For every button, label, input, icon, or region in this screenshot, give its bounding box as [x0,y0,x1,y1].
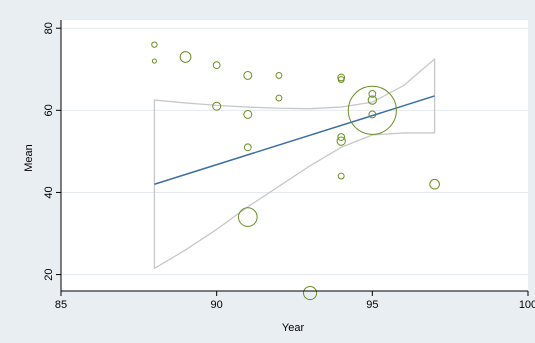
data-point-1 [151,58,157,64]
data-point-0 [151,41,158,48]
y-tick-label-80: 80 [43,22,55,34]
x-tick-label-90: 90 [211,299,223,311]
data-point-5 [275,71,283,79]
data-point-21 [302,285,318,301]
data-point-16 [336,136,346,146]
confidence-band [153,58,436,270]
y-tick-label-40: 40 [43,186,55,198]
data-point-19 [429,178,440,190]
data-point-15 [337,133,346,141]
data-point-17 [243,143,252,152]
data-point-6 [337,73,346,82]
fit-line-layer [154,95,435,185]
data-point-14 [368,110,377,119]
axes-layer: 85 90 95 100 20 40 60 80 [43,20,535,311]
x-tick-label-85: 85 [55,299,67,311]
data-point-12 [347,85,397,135]
ci-band-outline [153,58,436,270]
grid-layer [61,27,528,276]
x-tick-label-100: 100 [519,299,535,311]
y-tick-label-60: 60 [43,104,55,116]
x-tick-label-95: 95 [366,299,378,311]
data-point-4 [243,70,253,80]
data-point-18 [337,172,345,180]
data-point-8 [275,94,283,102]
x-axis-title: Year [282,322,305,334]
y-axis-title: Mean [23,144,35,172]
data-point-3 [212,61,221,70]
plot-area [61,20,528,291]
data-point-13 [243,109,253,119]
data-point-2 [179,51,192,63]
data-point-20 [237,207,258,227]
data-point-9 [368,90,377,98]
data-point-10 [367,95,377,105]
y-tick-label-20: 20 [43,268,55,280]
points-layer [151,41,440,301]
fit-line [154,95,435,185]
data-point-11 [212,101,222,111]
data-point-7 [337,76,345,83]
